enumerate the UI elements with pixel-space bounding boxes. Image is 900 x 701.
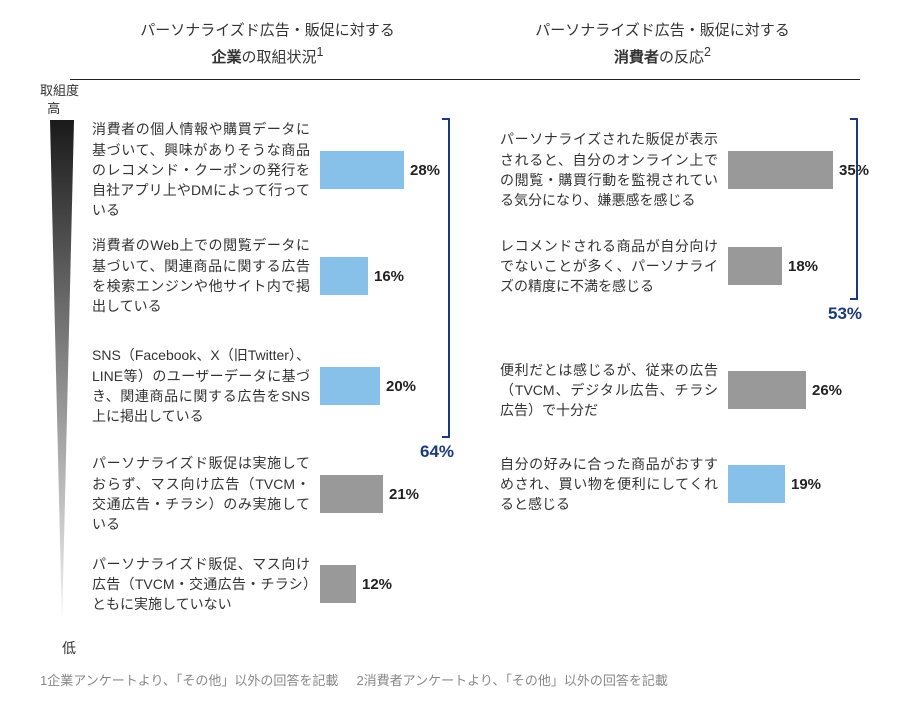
bracket-sum-label: 53% [828, 304, 862, 324]
title-right-bold: 消費者 [614, 49, 659, 66]
bar [728, 371, 806, 409]
chart-area: 消費者の個人情報や購買データに基づいて、興味がありそうな商品のレコメンド・クーポ… [92, 118, 862, 628]
chart-row: パーソナライズド販促、マス向け広告（TVCM・交通広告・チラシ）ともに実施してい… [92, 552, 440, 616]
title-right-rest: の反応 [659, 49, 704, 66]
row-label: 消費者のWeb上での閲覧データに基づいて、関連商品に関する広告を検索エンジンや他… [92, 235, 320, 316]
bar-value-label: 26% [812, 368, 842, 412]
bar-value-label: 20% [386, 364, 416, 408]
row-label: SNS（Facebook、X（旧Twitter）、LINE等）のユーザーデータに… [92, 345, 320, 426]
bracket [442, 118, 450, 438]
bar-cell: 35% [728, 148, 848, 192]
row-label: パーソナライズド販促、マス向け広告（TVCM・交通広告・チラシ）ともに実施してい… [92, 554, 320, 615]
divider-row [40, 79, 860, 80]
bar [728, 465, 785, 503]
bar [728, 247, 782, 285]
left-column: 消費者の個人情報や購買データに基づいて、興味がありそうな商品のレコメンド・クーポ… [92, 118, 448, 628]
row-label: 自分の好みに合った商品がおすすめされ、買い物を便利にしてくれると感じる [500, 454, 728, 515]
chart-row: 消費者の個人情報や購買データに基づいて、興味がありそうな商品のレコメンド・クーポ… [92, 118, 440, 222]
bracket [850, 118, 858, 300]
chart-row: レコメンドされる商品が自分向けでないことが多く、パーソナライズの精度に不満を感じ… [500, 234, 848, 298]
chart-row: パーソナライズド販促は実施しておらず、マス向け広告（TVCM・交通広告・チラシ）… [92, 452, 440, 536]
legend-top-line2: 高 [47, 101, 60, 116]
row-label: 消費者の個人情報や購買データに基づいて、興味がありそうな商品のレコメンド・クーポ… [92, 119, 320, 220]
bar [320, 565, 356, 603]
chart-row: SNS（Facebook、X（旧Twitter）、LINE等）のユーザーデータに… [92, 334, 440, 438]
bar-value-label: 16% [374, 254, 404, 298]
divider-right [465, 79, 860, 80]
title-left-sup: 1 [317, 45, 324, 59]
title-left-bold: 企業 [212, 49, 242, 66]
row-label: パーソナライズされた販促が表示されると、自分のオンライン上での閲覧・購買行動を監… [500, 129, 728, 210]
legend-top: 取組度 高 [40, 82, 79, 118]
title-right: パーソナライズド広告・販促に対する 消費者の反応2 [465, 20, 860, 75]
gradient-wedge [50, 120, 74, 625]
bar [320, 367, 380, 405]
title-right-sup: 2 [704, 45, 711, 59]
row-label: パーソナライズド販促は実施しておらず、マス向け広告（TVCM・交通広告・チラシ）… [92, 453, 320, 534]
row-label: 便利だとは感じるが、従来の広告（TVCM、デジタル広告、チラシ広告）で十分だ [500, 360, 728, 421]
titles-row: パーソナライズド広告・販促に対する 企業の取組状況1 パーソナライズド広告・販促… [40, 20, 860, 75]
legend-top-line1: 取組度 [40, 83, 79, 98]
chart-row: パーソナライズされた販促が表示されると、自分のオンライン上での閲覧・購買行動を監… [500, 118, 848, 222]
footnote-2: 2消費者アンケートより、「その他」以外の回答を記載 [356, 670, 667, 689]
title-left-rest: の取組状況 [242, 49, 317, 66]
chart-container: パーソナライズド広告・販促に対する 企業の取組状況1 パーソナライズド広告・販促… [0, 0, 900, 701]
divider-left [70, 79, 465, 80]
right-column: パーソナライズされた販促が表示されると、自分のオンライン上での閲覧・購買行動を監… [500, 118, 856, 628]
legend-bottom: 低 [62, 638, 76, 658]
row-label: レコメンドされる商品が自分向けでないことが多く、パーソナライズの精度に不満を感じ… [500, 236, 728, 297]
bar-cell: 12% [320, 562, 440, 606]
bar-value-label: 18% [788, 244, 818, 288]
bar-cell: 21% [320, 472, 440, 516]
bar-cell: 26% [728, 368, 848, 412]
bar-cell: 18% [728, 244, 848, 288]
bar-cell: 28% [320, 148, 440, 192]
bar [320, 475, 383, 513]
title-left-line1: パーソナライズド広告・販促に対する [140, 22, 395, 39]
title-left: パーソナライズド広告・販促に対する 企業の取組状況1 [70, 20, 465, 75]
bar-value-label: 21% [389, 472, 419, 516]
bar-cell: 20% [320, 364, 440, 408]
chart-row: 便利だとは感じるが、従来の広告（TVCM、デジタル広告、チラシ広告）で十分だ 26… [500, 348, 848, 432]
bar-value-label: 28% [410, 148, 440, 192]
bar [320, 257, 368, 295]
bar [320, 151, 404, 189]
footnotes: 1企業アンケートより、「その他」以外の回答を記載 2消費者アンケートより、「その… [40, 670, 668, 689]
chart-row: 自分の好みに合った商品がおすすめされ、買い物を便利にしてくれると感じる 19% [500, 452, 848, 516]
title-right-line1: パーソナライズド広告・販促に対する [535, 22, 790, 39]
bar-value-label: 12% [362, 562, 392, 606]
bar-value-label: 19% [791, 462, 821, 506]
bar-cell: 16% [320, 254, 440, 298]
bar-cell: 19% [728, 462, 848, 506]
bracket-sum-label: 64% [420, 442, 454, 462]
footnote-1: 1企業アンケートより、「その他」以外の回答を記載 [40, 670, 338, 689]
bar [728, 151, 833, 189]
chart-row: 消費者のWeb上での閲覧データに基づいて、関連商品に関する広告を検索エンジンや他… [92, 234, 440, 318]
